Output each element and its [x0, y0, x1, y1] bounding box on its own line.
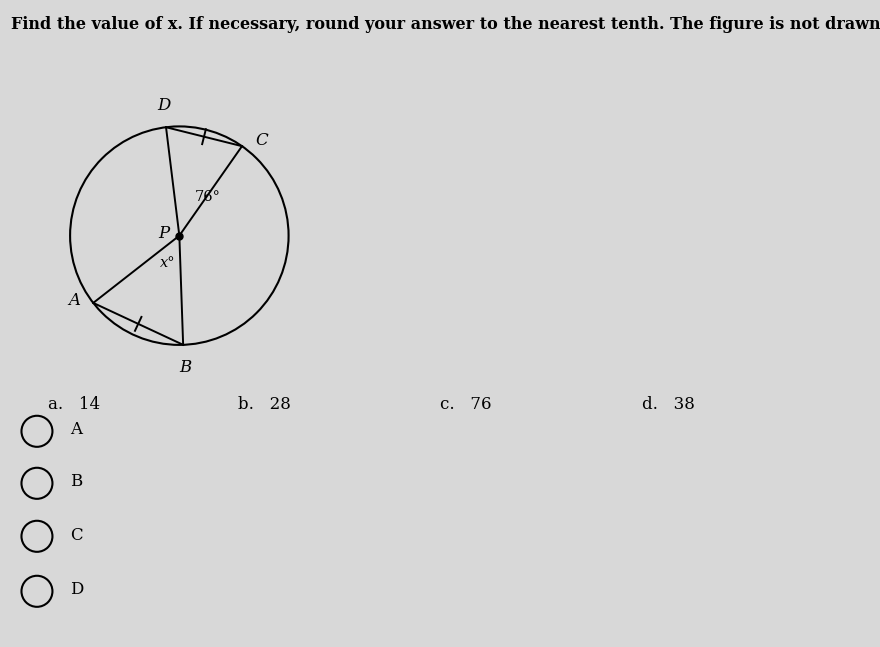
Text: C: C: [70, 527, 83, 543]
Text: P: P: [158, 225, 170, 242]
Text: D: D: [158, 97, 171, 114]
Text: A: A: [68, 292, 80, 309]
Text: B: B: [70, 474, 83, 490]
Text: B: B: [180, 359, 192, 376]
Text: 76°: 76°: [194, 190, 220, 204]
Text: a.   14: a. 14: [48, 396, 100, 413]
Text: d.   38: d. 38: [642, 396, 695, 413]
Text: x°: x°: [160, 256, 175, 270]
Text: b.   28: b. 28: [238, 396, 290, 413]
Text: Find the value of x. If necessary, round your answer to the nearest tenth. The f: Find the value of x. If necessary, round…: [11, 16, 880, 33]
Text: C: C: [255, 132, 268, 149]
Text: A: A: [70, 421, 83, 439]
Text: D: D: [70, 582, 84, 598]
Text: c.   76: c. 76: [440, 396, 492, 413]
